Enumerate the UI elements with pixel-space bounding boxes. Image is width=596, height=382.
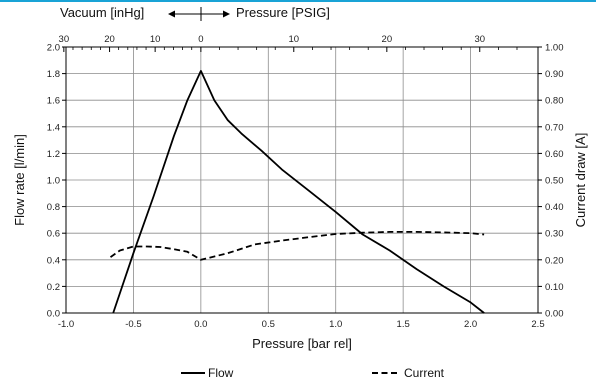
left-tick-label: 2.0 xyxy=(47,43,60,54)
top-axis-direction-arrow xyxy=(168,7,230,21)
right-tick-label: 0.60 xyxy=(545,149,564,160)
x-tick-label: 2.5 xyxy=(531,319,544,330)
top-tick-label: 10 xyxy=(150,34,161,45)
x-tick-label: 0.0 xyxy=(194,319,207,330)
right-tick-label: 0.10 xyxy=(545,282,564,293)
x-axis-title: Pressure [bar rel] xyxy=(252,336,352,351)
top-axis: 30 20 10 0 10 20 30 xyxy=(59,34,518,52)
x-tick-label: 2.0 xyxy=(464,319,477,330)
legend-flow-label: Flow xyxy=(208,366,234,380)
x-tick-label: 0.5 xyxy=(262,319,275,330)
series-current-line xyxy=(109,230,485,261)
top-axis-pressure-label: Pressure [PSIG] xyxy=(236,5,330,20)
x-tick-label: 1.0 xyxy=(329,319,342,330)
right-tick-label: 0.80 xyxy=(545,96,564,107)
top-tick-label: 10 xyxy=(288,34,299,45)
right-tick-label: 0.20 xyxy=(545,255,564,266)
left-tick-label: 0.2 xyxy=(47,282,60,293)
left-axis-ticks: 0.0 0.2 0.4 0.6 0.8 1.0 1.2 1.4 1.6 1.8 2.0 xyxy=(47,43,66,320)
right-axis-ticks: 0.00 0.10 0.20 0.30 0.40 0.50 0.60 0.70 0.80 0.90… xyxy=(538,43,564,320)
right-tick-label: 0.70 xyxy=(545,122,564,133)
right-tick-label: 0.50 xyxy=(545,176,564,187)
top-tick-label: 20 xyxy=(104,34,115,45)
right-tick-label: 0.00 xyxy=(545,309,564,320)
series-flow-line xyxy=(112,70,485,314)
top-axis-vacuum-label: Vacuum [inHg] xyxy=(60,5,144,20)
left-tick-label: 0.0 xyxy=(47,309,60,320)
left-tick-label: 1.6 xyxy=(47,96,60,107)
right-tick-label: 0.90 xyxy=(545,69,564,80)
x-tick-label: -1.0 xyxy=(58,319,74,330)
left-tick-label: 1.0 xyxy=(47,176,60,187)
left-tick-label: 1.4 xyxy=(47,122,60,133)
right-tick-label: 0.30 xyxy=(545,229,564,240)
left-tick-label: 0.4 xyxy=(47,255,60,266)
legend-current-label: Current xyxy=(404,366,445,380)
x-tick-label: 1.5 xyxy=(397,319,410,330)
top-tick-label: 30 xyxy=(474,34,485,45)
right-tick-label: 1.00 xyxy=(545,43,564,54)
left-axis-title: Flow rate [l/min] xyxy=(12,134,27,226)
x-tick-label: -0.5 xyxy=(125,319,141,330)
top-tick-label: 20 xyxy=(382,34,393,45)
left-tick-label: 0.8 xyxy=(47,202,60,213)
left-tick-label: 1.8 xyxy=(47,69,60,80)
grid xyxy=(65,46,539,314)
left-tick-label: 1.2 xyxy=(47,149,60,160)
top-tick-label: 0 xyxy=(198,34,203,45)
series-layer xyxy=(109,70,485,314)
top-tick-label: 30 xyxy=(59,34,70,45)
right-axis-title: Current draw [A] xyxy=(573,133,588,228)
x-axis-ticks: -1.0 -0.5 0.0 0.5 1.0 1.5 2.0 2.5 xyxy=(58,319,545,330)
legend: Flow Current xyxy=(181,366,445,380)
left-tick-label: 0.6 xyxy=(47,229,60,240)
right-tick-label: 0.40 xyxy=(545,202,564,213)
